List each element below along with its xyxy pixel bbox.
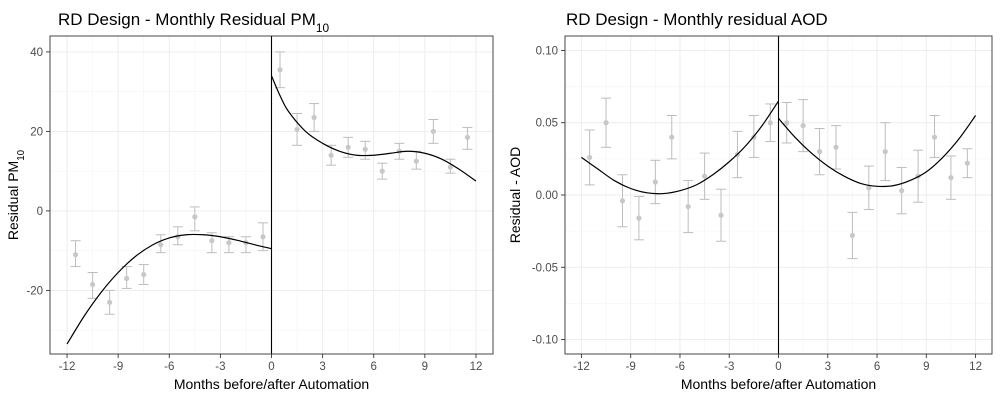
x-tick-label: 6 bbox=[874, 361, 880, 373]
x-tick-label: -6 bbox=[675, 361, 685, 373]
data-point bbox=[701, 173, 708, 179]
data-points bbox=[584, 97, 973, 260]
data-point bbox=[413, 158, 419, 164]
data-point bbox=[652, 179, 658, 185]
x-tick-label: 9 bbox=[422, 361, 428, 373]
fit-line-before bbox=[581, 100, 779, 195]
x-tick-label: 12 bbox=[470, 361, 483, 373]
data-point bbox=[685, 203, 691, 210]
data-point bbox=[294, 126, 300, 133]
data-point bbox=[784, 120, 790, 126]
data-point bbox=[107, 299, 113, 305]
data-point bbox=[362, 146, 368, 152]
data-point bbox=[767, 120, 773, 126]
x-tick-label: 12 bbox=[969, 361, 982, 373]
data-point bbox=[931, 134, 938, 140]
data-point bbox=[158, 242, 164, 248]
data-point bbox=[379, 168, 385, 174]
chart-title: RD Design - Monthly residual AOD bbox=[566, 10, 828, 29]
x-axis: -12 -9 -6 -3 0 3 6 9 12 bbox=[573, 354, 982, 373]
x-tick-label: -9 bbox=[113, 361, 123, 373]
x-tick-label: 0 bbox=[775, 361, 781, 373]
data-point bbox=[587, 154, 593, 161]
x-tick-label: 6 bbox=[371, 361, 377, 373]
x-axis-title: Months before/after Automation bbox=[174, 376, 369, 392]
fit-line-after bbox=[270, 75, 477, 182]
x-tick-label: -3 bbox=[215, 361, 225, 373]
data-point bbox=[948, 175, 954, 181]
x-tick-label: 3 bbox=[825, 361, 831, 373]
x-tick-label: -12 bbox=[59, 361, 76, 373]
x-tick-label: 3 bbox=[319, 361, 325, 373]
data-point bbox=[603, 120, 609, 126]
y-axis: -0.10 -0.05 0.00 0.05 0.10 bbox=[532, 45, 565, 347]
data-point bbox=[619, 198, 626, 204]
data-point bbox=[345, 144, 351, 150]
data-point bbox=[72, 252, 79, 258]
data-point bbox=[192, 214, 198, 220]
x-tick-label: 9 bbox=[923, 361, 929, 373]
data-point bbox=[260, 234, 266, 240]
data-point bbox=[328, 152, 334, 158]
data-point bbox=[311, 114, 317, 121]
y-axis: -20 0 20 40 bbox=[26, 47, 50, 297]
data-point bbox=[849, 232, 856, 239]
x-axis: -12 -9 -6 -3 0 3 6 9 12 bbox=[59, 354, 483, 373]
data-point bbox=[866, 185, 872, 191]
y-tick-label: 0.05 bbox=[536, 118, 558, 130]
data-point bbox=[89, 281, 96, 288]
y-tick-label: 0.00 bbox=[536, 190, 558, 202]
x-tick-label: -3 bbox=[724, 361, 734, 373]
chart-title: RD Design - Monthly Residual PM10 bbox=[58, 10, 330, 35]
x-axis-title: Months before/after Automation bbox=[681, 376, 876, 392]
data-point bbox=[124, 275, 130, 282]
fit-line-before bbox=[66, 233, 272, 345]
aod-chart: RD Design - Monthly residual AOD-0.10-0.… bbox=[507, 10, 993, 392]
data-point bbox=[718, 212, 724, 218]
y-tick-label: -20 bbox=[26, 285, 43, 297]
y-tick-label: 40 bbox=[30, 47, 43, 59]
y-tick-label: 0.10 bbox=[536, 45, 558, 57]
data-point bbox=[209, 238, 215, 244]
data-point bbox=[277, 67, 283, 73]
data-point bbox=[430, 128, 436, 134]
data-point bbox=[816, 149, 823, 155]
y-axis-title: Residual PM10 bbox=[5, 149, 27, 240]
data-point bbox=[447, 164, 454, 170]
x-tick-label: -9 bbox=[626, 361, 636, 373]
pm10-chart: RD Design - Monthly Residual PM10 -20 0 20 4… bbox=[5, 10, 494, 392]
data-point bbox=[636, 215, 642, 221]
fit-line-after bbox=[778, 115, 977, 188]
x-tick-label: -6 bbox=[164, 361, 174, 373]
y-tick-label: 20 bbox=[30, 126, 43, 138]
data-point bbox=[800, 123, 806, 129]
y-tick-label: 0 bbox=[37, 206, 43, 218]
y-tick-label: -0.05 bbox=[532, 262, 558, 274]
data-point bbox=[899, 188, 905, 194]
data-point bbox=[226, 240, 232, 246]
y-tick-label: -0.10 bbox=[532, 335, 558, 347]
data-point bbox=[882, 149, 888, 155]
data-point bbox=[464, 134, 471, 140]
data-point bbox=[141, 271, 147, 278]
x-tick-label: -12 bbox=[573, 361, 590, 373]
data-point bbox=[833, 144, 839, 150]
x-tick-label: 0 bbox=[268, 361, 274, 373]
data-points bbox=[70, 51, 473, 315]
data-point bbox=[964, 160, 970, 166]
data-point bbox=[669, 134, 675, 140]
y-axis-title: Residual - AOD bbox=[507, 147, 523, 243]
